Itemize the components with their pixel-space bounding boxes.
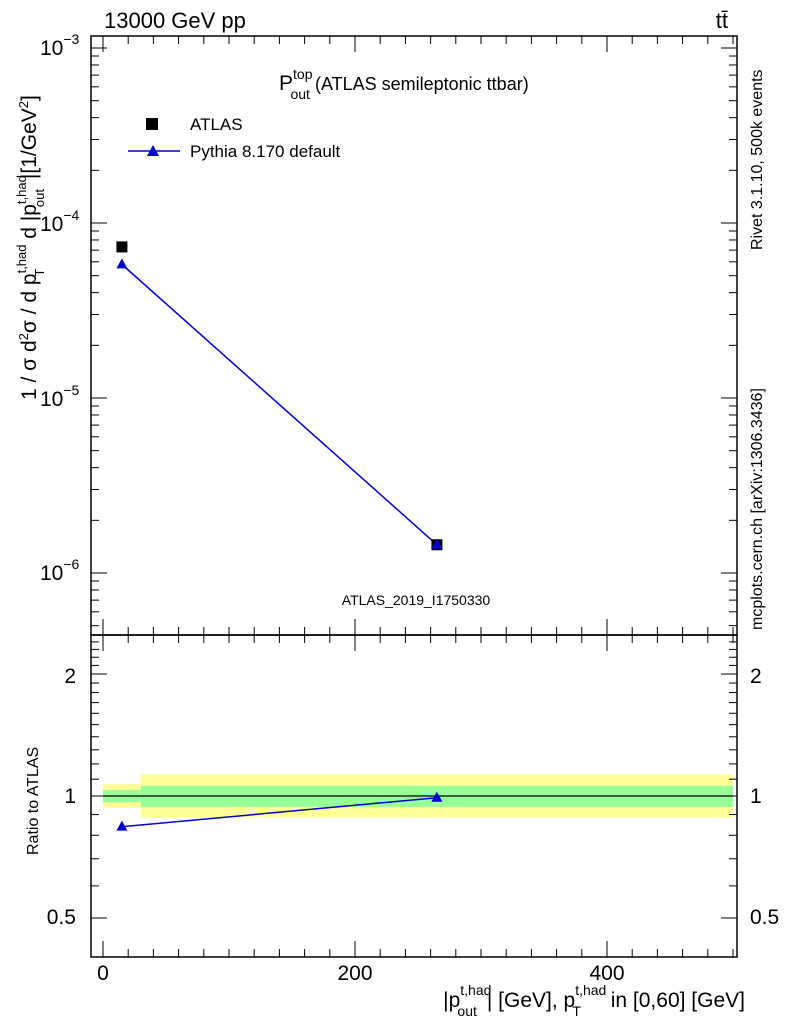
process-label: tt̄: [716, 8, 728, 33]
ratio-pythia-line: [121, 797, 437, 828]
ratio-ytick-1-right: 1: [750, 785, 762, 808]
xtick-labels: 0 200 400: [97, 962, 624, 985]
xtick-label-0: 0: [97, 962, 109, 985]
legend: ATLAS Pythia 8.170 default: [128, 115, 341, 161]
pythia-point: [116, 258, 128, 269]
x-axis-label: |pt,had out | [GeV], pt,had T in [0,60] [Ge…: [443, 982, 745, 1019]
ytick-label-1e-6: 10−6: [40, 556, 80, 585]
mcplots-label: mcplots.cern.ch [arXiv:1306.3436]: [749, 388, 766, 630]
pythia-line: [121, 263, 438, 546]
xtick-label-200: 200: [337, 962, 372, 985]
main-plot: Ptop out (ATLAS semileptonic ttbar) ATLAS…: [14, 31, 738, 636]
legend-atlas-label: ATLAS: [190, 115, 243, 134]
main-y-ticks: [91, 47, 737, 627]
pythia-point: [431, 538, 443, 549]
main-title: Ptop out (ATLAS semileptonic ttbar): [279, 66, 529, 102]
legend-pythia-marker: [147, 145, 159, 156]
ratio-ytick-2-left: 2: [64, 665, 76, 688]
ytick-label-1e-3: 10−3: [40, 31, 80, 60]
rivet-label: Rivet 3.1.10, 500k events: [749, 69, 766, 250]
xtick-label-400: 400: [589, 962, 624, 985]
ratio-ytick-labels-right: 2 1 0.5: [750, 665, 779, 929]
ratio-y-ticks: [91, 641, 737, 919]
atlas-point: [116, 241, 128, 253]
ratio-ytick-05-right: 0.5: [750, 906, 779, 929]
ratio-ytick-05-left: 0.5: [47, 906, 76, 929]
ratio-pythia-point: [431, 791, 443, 802]
ratio-ytick-labels-left: 2 1 0.5: [47, 665, 76, 929]
energy-label: 13000 GeV pp: [104, 8, 246, 33]
legend-atlas-marker: [146, 118, 158, 130]
analysis-id: ATLAS_2019_I1750330: [342, 592, 491, 608]
ratio-ytick-1-left: 1: [64, 785, 76, 808]
ratio-ylabel: Ratio to ATLAS: [25, 747, 42, 855]
main-ytick-labels: 10−3 10−4 10−5 10−6: [40, 31, 80, 585]
ytick-label-1e-5: 10−5: [40, 382, 80, 411]
legend-pythia-label: Pythia 8.170 default: [190, 142, 341, 161]
ratio-pythia-point: [116, 820, 128, 831]
ratio-ytick-2-right: 2: [750, 665, 762, 688]
ratio-x-ticks: [102, 635, 734, 957]
main-x-ticks: [102, 36, 734, 635]
main-plot-frame: [90, 35, 738, 636]
ratio-plot: Ratio to ATLAS 2 1 0.5 2 1 0.5: [25, 634, 779, 958]
ytick-label-1e-4: 10−4: [40, 207, 80, 236]
main-ylabel: 1 / σ d2σ / d pt,had T d |pt,had out|[1/Ge…: [14, 95, 47, 400]
